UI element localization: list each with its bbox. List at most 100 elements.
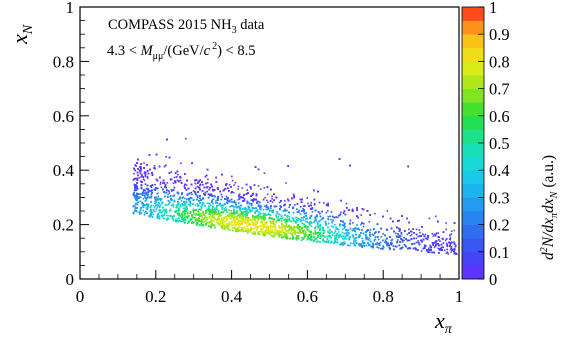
data-point [417,240,419,242]
data-point [230,213,233,216]
data-point [170,189,173,191]
data-point [315,225,317,228]
data-point [237,220,239,223]
data-point [179,214,181,216]
data-point [208,188,210,191]
data-point [299,231,302,234]
data-point [220,198,222,201]
data-point [340,211,342,214]
data-point [234,224,236,226]
data-point [185,210,188,212]
data-point [260,207,262,209]
data-point [299,213,302,215]
data-point [133,196,136,198]
data-point [262,228,264,230]
data-point [143,162,145,164]
data-point [346,231,348,233]
data-point [276,232,278,234]
data-point [298,209,300,212]
data-point [144,196,146,198]
data-point [339,225,341,227]
data-point [232,191,235,194]
data-point [418,235,421,237]
data-point [155,196,158,199]
data-point [208,209,210,212]
data-point [229,205,231,208]
data-point [424,233,427,236]
data-point [202,183,204,186]
data-point [202,212,204,215]
data-point [145,172,147,174]
data-point [207,210,210,213]
data-point [249,231,252,233]
data-point [305,233,308,236]
data-point [154,196,156,198]
data-point [418,229,421,231]
data-point [180,220,183,223]
data-point [446,245,448,248]
data-point [309,217,311,220]
data-point [296,208,298,210]
data-point [330,211,333,213]
data-point [368,221,371,223]
data-point [208,208,211,211]
data-point [138,169,141,172]
data-point [327,210,329,212]
data-point [319,229,321,231]
data-point [216,202,219,204]
data-point [415,237,418,240]
data-point [159,199,162,202]
data-point [257,219,259,221]
data-point [167,190,170,192]
data-point [264,230,266,232]
data-point [403,239,405,242]
data-point [177,193,180,195]
data-point [288,228,290,231]
data-point [321,228,324,230]
data-point [299,206,302,208]
data-point [292,231,295,234]
data-point [450,233,453,235]
data-point [288,215,291,218]
data-point [269,227,272,229]
data-point [220,226,223,229]
data-point [267,208,270,210]
data-point [445,242,448,245]
data-point [415,241,418,244]
data-point [281,216,284,219]
data-point [322,226,324,228]
data-point [443,249,446,252]
data-point [267,201,269,204]
data-point [229,229,231,231]
data-point [207,185,209,188]
data-point [295,231,298,234]
data-point [293,227,295,229]
data-point [203,220,205,223]
data-point [183,185,186,188]
data-point [431,232,434,235]
data-point [234,220,236,222]
data-point [133,185,136,187]
data-point [202,198,204,200]
data-point [218,204,220,207]
data-point [165,164,167,166]
data-point [408,228,410,231]
data-point [449,243,452,245]
data-point [210,218,212,221]
data-point [453,241,455,243]
data-point [234,215,236,218]
data-point [264,196,266,199]
data-point [335,241,338,243]
data-point [260,227,263,230]
data-point [352,234,355,237]
data-point [371,245,373,248]
data-point [275,221,277,223]
data-point [318,201,321,204]
data-point [169,201,171,203]
data-point [200,207,203,209]
data-point [206,202,209,204]
data-point [172,203,175,205]
data-point [349,236,352,238]
data-point [133,183,136,186]
